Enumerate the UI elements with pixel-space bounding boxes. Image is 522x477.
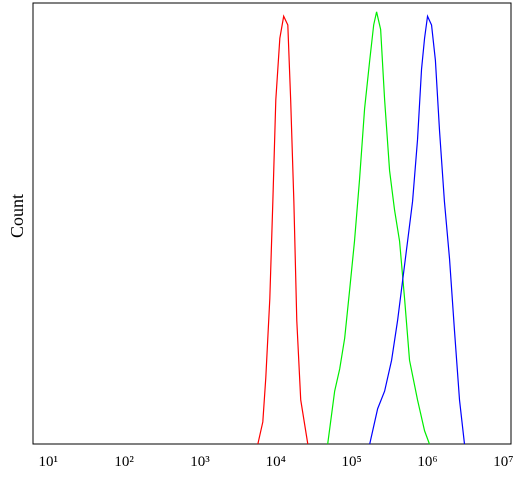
x-tick-label: 10¹ xyxy=(38,454,58,470)
x-tick-label: 10² xyxy=(114,454,134,470)
x-tick-label: 10⁷ xyxy=(493,454,513,470)
x-tick-label: 10³ xyxy=(190,454,210,470)
x-tick-label: 10⁵ xyxy=(342,454,362,470)
y-axis-label: Count xyxy=(7,194,27,238)
x-tick-label: 10⁴ xyxy=(266,454,286,470)
histogram-line xyxy=(327,11,431,445)
plot-frame xyxy=(32,2,512,445)
histogram-line xyxy=(257,14,309,445)
histogram-line xyxy=(369,14,466,445)
x-tick-label: 10⁶ xyxy=(417,454,437,470)
